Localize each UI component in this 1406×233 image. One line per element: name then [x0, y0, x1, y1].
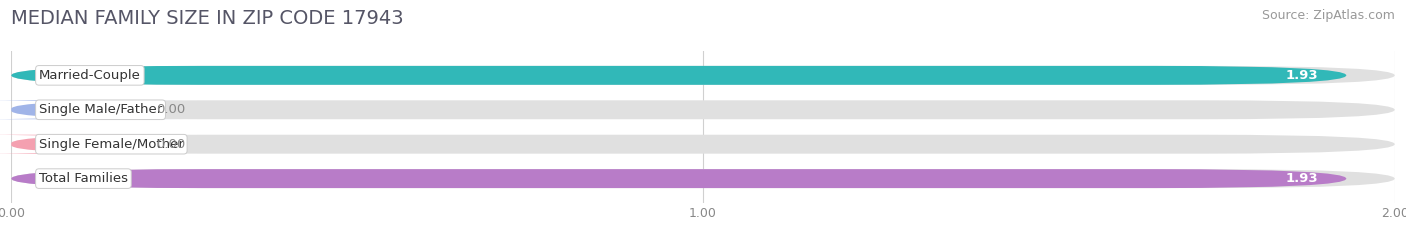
FancyBboxPatch shape: [11, 100, 1395, 119]
FancyBboxPatch shape: [0, 135, 183, 154]
Text: Single Female/Mother: Single Female/Mother: [39, 138, 184, 151]
FancyBboxPatch shape: [11, 169, 1347, 188]
Text: Source: ZipAtlas.com: Source: ZipAtlas.com: [1261, 9, 1395, 22]
FancyBboxPatch shape: [0, 100, 183, 119]
Text: Single Male/Father: Single Male/Father: [39, 103, 162, 116]
FancyBboxPatch shape: [11, 66, 1347, 85]
Text: Married-Couple: Married-Couple: [39, 69, 141, 82]
FancyBboxPatch shape: [11, 169, 1395, 188]
Text: 1.93: 1.93: [1286, 172, 1319, 185]
FancyBboxPatch shape: [11, 135, 1395, 154]
Text: 1.93: 1.93: [1286, 69, 1319, 82]
Text: 0.00: 0.00: [156, 138, 186, 151]
FancyBboxPatch shape: [11, 66, 1395, 85]
Text: MEDIAN FAMILY SIZE IN ZIP CODE 17943: MEDIAN FAMILY SIZE IN ZIP CODE 17943: [11, 9, 404, 28]
Text: Total Families: Total Families: [39, 172, 128, 185]
Text: 0.00: 0.00: [156, 103, 186, 116]
